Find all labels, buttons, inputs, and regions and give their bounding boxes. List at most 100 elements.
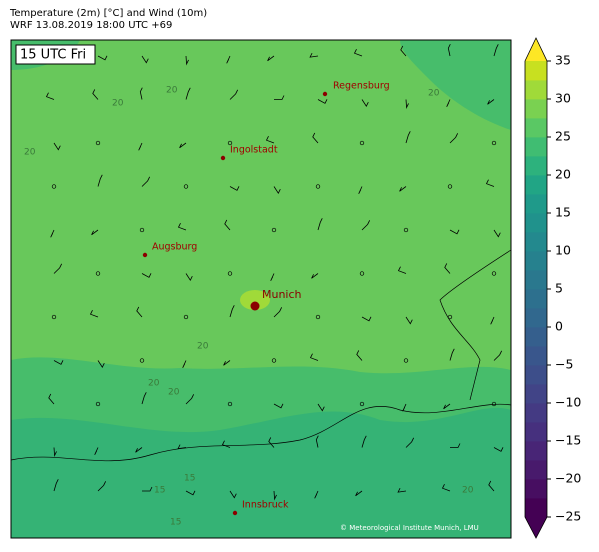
wind-barb xyxy=(405,437,415,448)
city-marker xyxy=(322,91,328,97)
wind-barb xyxy=(136,306,143,318)
calm-marker xyxy=(271,227,277,233)
colorbar-band xyxy=(525,99,547,119)
wind-barb xyxy=(229,89,239,100)
wind-barb xyxy=(53,447,57,457)
wind-barb xyxy=(400,45,407,57)
calm-marker xyxy=(403,227,409,233)
calm-marker xyxy=(139,227,145,233)
subtitle: WRF 13.08.2019 18:00 UTC +69 xyxy=(10,20,172,31)
wind-barb xyxy=(45,92,55,100)
colorbar-band xyxy=(525,80,547,100)
calm-marker xyxy=(491,401,497,407)
wind-barb xyxy=(221,440,231,448)
wind-barb xyxy=(267,55,275,62)
colorbar-tick-label: −15 xyxy=(555,433,581,448)
colorbar-tick-label: 25 xyxy=(555,129,571,144)
copyright: © Meteorological Institute Munich, LMU xyxy=(340,524,479,532)
colorbar-band xyxy=(525,194,547,214)
wind-barb xyxy=(185,55,189,66)
calm-marker xyxy=(359,140,365,146)
wind-barb xyxy=(182,360,187,368)
wind-barb xyxy=(449,133,459,144)
wind-barb xyxy=(268,437,275,448)
wind-barb xyxy=(273,307,283,318)
colorbar-band xyxy=(525,479,547,499)
contour-label: 20 xyxy=(24,148,36,158)
wind-barb xyxy=(92,89,99,100)
contour-label: 20 xyxy=(462,486,474,496)
colorbar-band xyxy=(525,498,547,518)
wind-barb xyxy=(405,131,411,144)
colorbar-extend-under xyxy=(525,517,547,538)
wind-barb xyxy=(185,394,195,405)
colorbar-band xyxy=(525,289,547,309)
wind-barb xyxy=(356,350,363,361)
wind-barb xyxy=(229,490,237,499)
contour-label: 15 xyxy=(170,518,181,528)
wind-barb xyxy=(273,186,281,195)
colorbar-tick-label: 10 xyxy=(555,243,571,258)
colorbar-band xyxy=(525,118,547,138)
colorbar-band xyxy=(525,403,547,423)
calm-marker xyxy=(491,140,497,146)
wind-barb xyxy=(226,55,231,64)
contour-label: 20 xyxy=(148,379,160,389)
border xyxy=(10,403,512,462)
colorbar-band xyxy=(525,327,547,347)
wind-barb xyxy=(361,316,372,322)
wind-barb xyxy=(397,266,407,274)
wind-barb xyxy=(273,490,277,501)
wind-barb xyxy=(94,447,99,455)
colorbar-band xyxy=(525,61,547,81)
city-label: Munich xyxy=(262,288,302,301)
wind-barb xyxy=(97,174,103,187)
wind-barb xyxy=(353,49,363,57)
wind-barb xyxy=(185,87,191,100)
colorbar-tick-label: 35 xyxy=(555,53,571,68)
wind-barb xyxy=(493,350,503,361)
wind-barb xyxy=(185,490,196,496)
wind-barb xyxy=(361,435,367,448)
calm-marker xyxy=(315,314,321,320)
wind-barb xyxy=(229,186,240,191)
wind-barb xyxy=(361,99,369,108)
calm-marker xyxy=(183,314,189,320)
wind-barb xyxy=(493,447,504,452)
calm-marker xyxy=(95,401,101,407)
wind-barb xyxy=(485,179,495,187)
calm-marker xyxy=(491,271,497,276)
wind-barb xyxy=(490,316,495,325)
wind-barb xyxy=(224,219,231,231)
wind-barb xyxy=(53,479,59,492)
city-marker xyxy=(232,510,238,516)
colorbar-tick-label: 30 xyxy=(555,91,571,106)
wind-barb xyxy=(97,55,108,61)
colorbar-band xyxy=(525,346,547,366)
wind-barb xyxy=(141,176,151,187)
wind-barb xyxy=(399,186,407,192)
wind-barb xyxy=(53,263,63,274)
calm-marker xyxy=(227,271,233,276)
wind-barb xyxy=(493,229,501,238)
wind-barb xyxy=(141,55,149,64)
contour-label: 20 xyxy=(428,89,440,99)
calm-marker xyxy=(183,184,189,189)
colorbar-band xyxy=(525,156,547,176)
colorbar-band xyxy=(525,213,547,233)
calm-marker xyxy=(51,184,57,189)
wind-barb xyxy=(229,305,235,318)
calm-marker xyxy=(403,358,409,363)
colorbar-tick-label: −10 xyxy=(555,395,581,410)
colorbar-tick-label: 5 xyxy=(555,281,563,296)
wind-barb xyxy=(447,44,451,57)
warm-spot xyxy=(240,290,270,310)
colorbar-tick-label: −5 xyxy=(555,357,573,372)
wind-barb xyxy=(493,44,499,57)
wind-barb xyxy=(397,487,407,493)
wind-barb xyxy=(48,393,55,405)
colorbar-band xyxy=(525,251,547,271)
wind-barb xyxy=(309,353,319,361)
wind-barb xyxy=(270,273,275,281)
contour-label: 15 xyxy=(154,486,165,496)
